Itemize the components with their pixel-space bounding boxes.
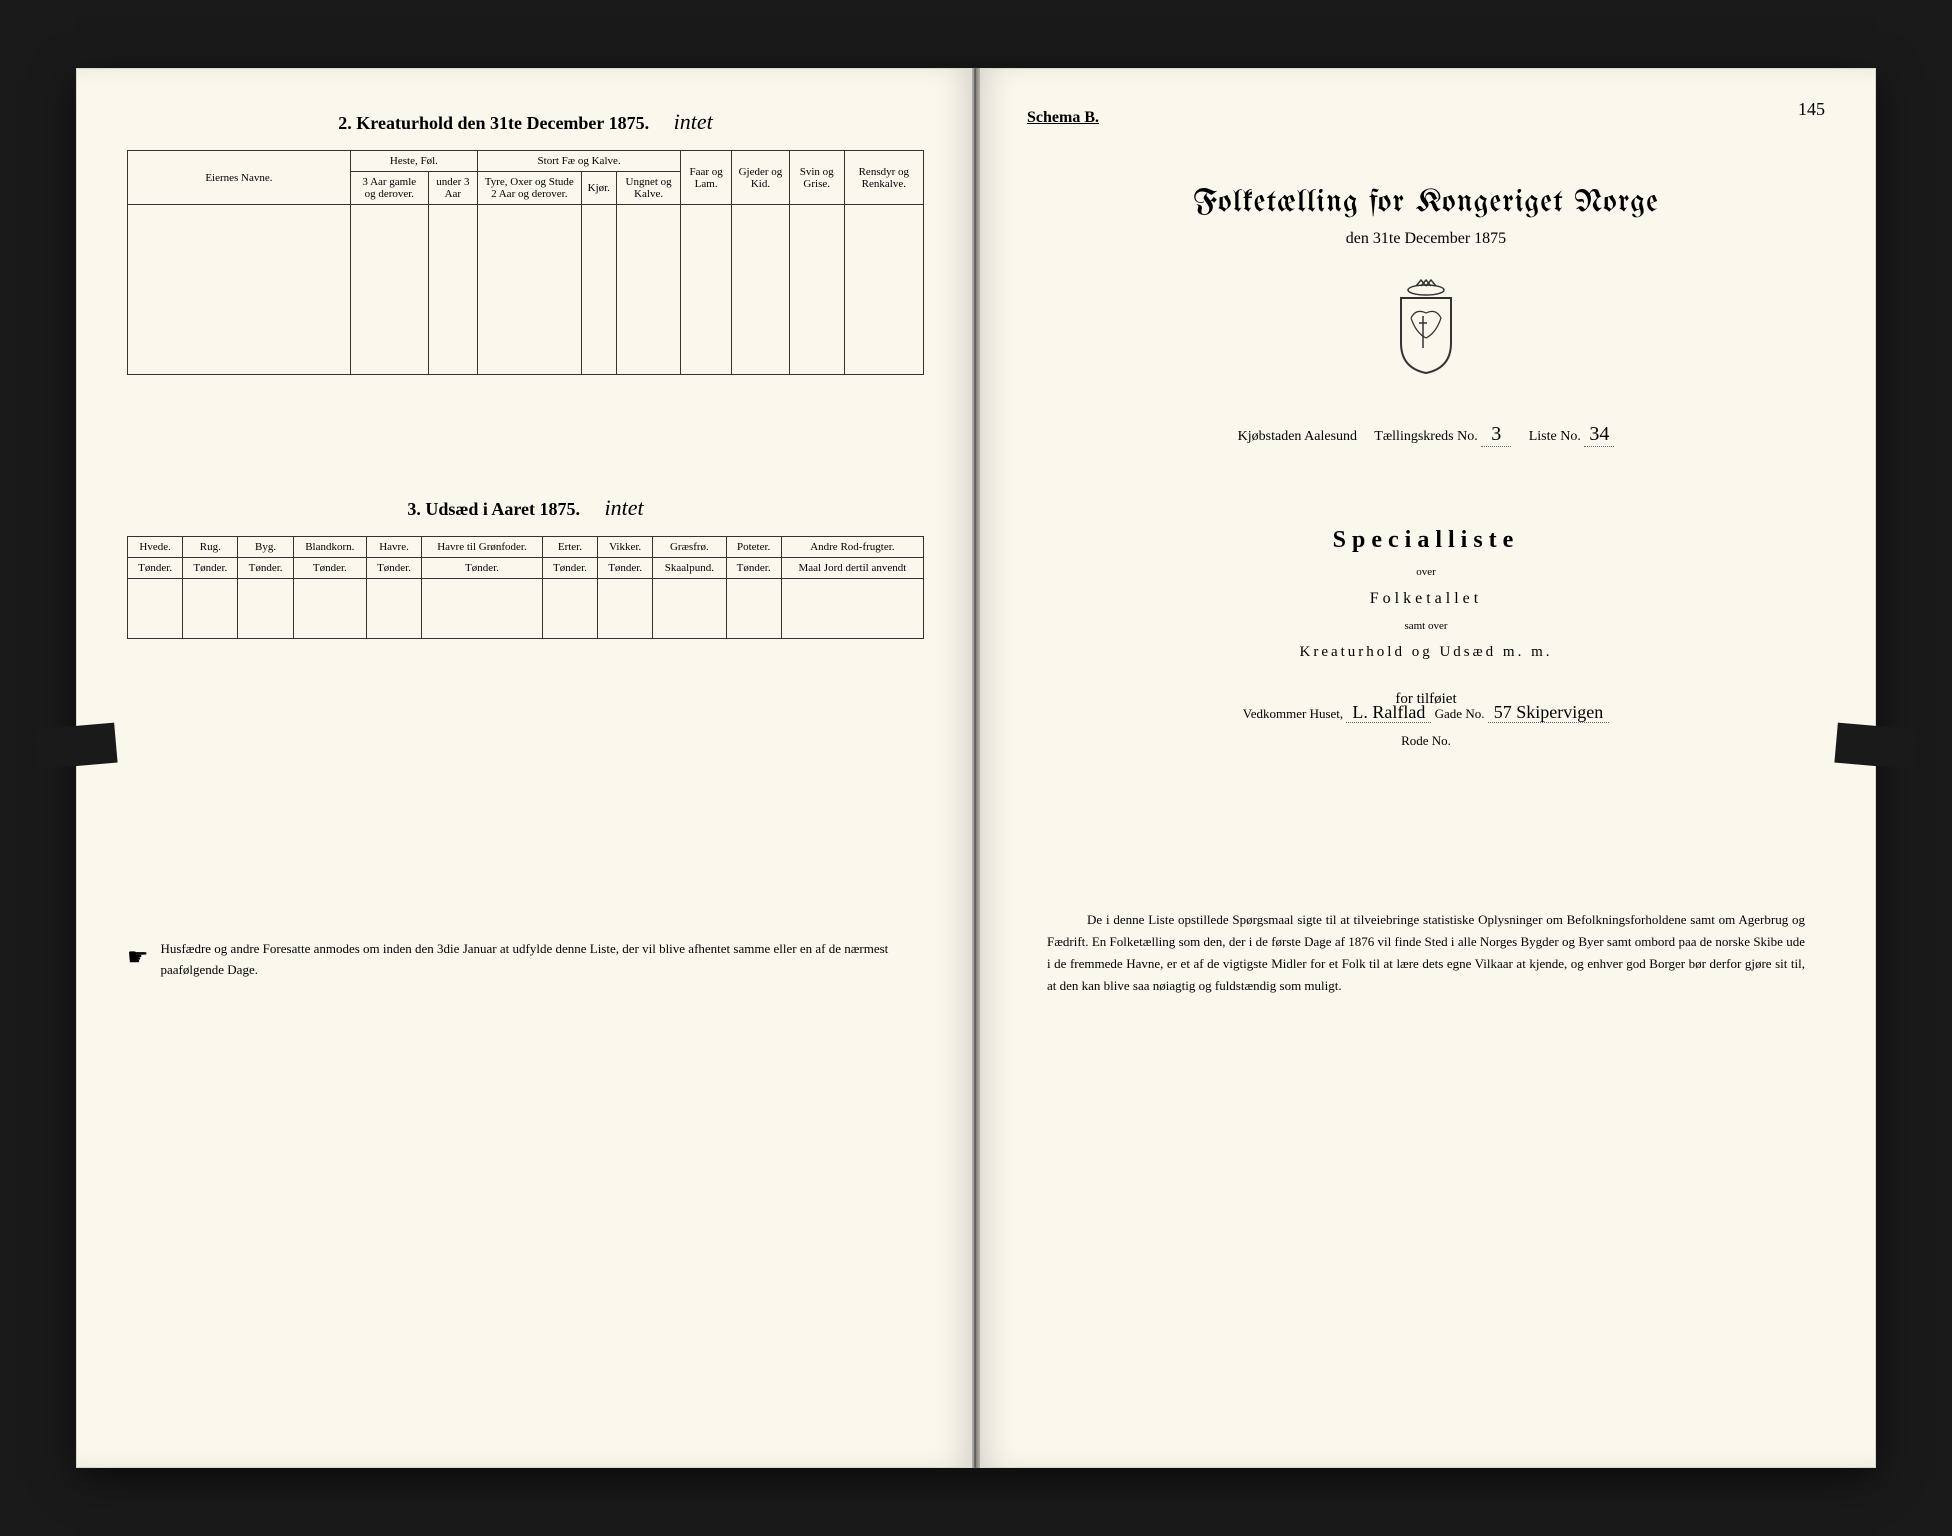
col-poteter: Poteter.: [726, 537, 781, 558]
district-line: Kjøbstaden Aalesund Tællingskreds No. 3 …: [1027, 423, 1825, 447]
unit-7: Tønder.: [542, 558, 597, 579]
liste-label: Liste No.: [1529, 429, 1581, 444]
subtitle: den 31te December 1875: [1027, 230, 1825, 248]
kreatur-label: Kreaturhold og Udsæd m. m.: [1027, 644, 1825, 661]
rode-label: Rode No.: [1401, 733, 1451, 748]
folketallet-label: Folketallet: [1027, 590, 1825, 608]
vedkommer-value: L. Ralflad: [1346, 702, 1431, 723]
gade-label: Gade No.: [1435, 706, 1485, 721]
unit-5: Tønder.: [366, 558, 421, 579]
book-spread: 2. Kreaturhold den 31te December 1875. i…: [76, 68, 1876, 1468]
col-blandkorn: Blandkorn.: [293, 537, 366, 558]
col-havre: Havre.: [366, 537, 421, 558]
col-svin: Svin og Grise.: [789, 151, 844, 205]
section3-text: Udsæd i Aaret 1875.: [425, 499, 580, 519]
specialliste-heading: Specialliste: [1027, 527, 1825, 554]
rode-line: Rode No.: [1027, 733, 1825, 749]
left-page: 2. Kreaturhold den 31te December 1875. i…: [76, 68, 976, 1468]
unit-2: Tønder.: [183, 558, 238, 579]
col-graesfro: Græsfrø.: [653, 537, 726, 558]
notice-block: ☛ Husfædre og andre Foresatte anmodes om…: [127, 939, 924, 981]
section3-script: intet: [605, 495, 644, 520]
col-rug: Rug.: [183, 537, 238, 558]
vedkommer-label: Vedkommer Huset,: [1243, 706, 1343, 721]
unit-9: Skaalpund.: [653, 558, 726, 579]
col-stort: Stort Fæ og Kalve.: [477, 151, 680, 172]
unit-4: Tønder.: [293, 558, 366, 579]
col-stort-2: Kjør.: [581, 172, 616, 205]
book-spine: [972, 68, 980, 1468]
samt-label: samt over: [1027, 620, 1825, 632]
col-stort-3: Ungnet og Kalve.: [616, 172, 680, 205]
kjobstaden-label: Kjøbstaden Aalesund: [1238, 429, 1357, 444]
schema-label: Schema B.: [1027, 109, 1825, 127]
unit-1: Tønder.: [128, 558, 183, 579]
col-vikker: Vikker.: [598, 537, 653, 558]
clip-left: [34, 723, 117, 770]
liste-value: 34: [1584, 423, 1614, 447]
section2-title: 2. Kreaturhold den 31te December 1875. i…: [127, 109, 924, 135]
col-faar: Faar og Lam.: [681, 151, 732, 205]
section2-text: Kreaturhold den 31te December 1875.: [356, 113, 649, 133]
col-rensdyr: Rensdyr og Renkalve.: [844, 151, 923, 205]
col-stort-1: Tyre, Oxer og Stude 2 Aar og derover.: [477, 172, 581, 205]
clip-right: [1834, 723, 1917, 770]
col-heste-2: under 3 Aar: [428, 172, 477, 205]
notice-text: Husfædre og andre Foresatte anmodes om i…: [161, 939, 924, 981]
seed-table: Hvede. Rug. Byg. Blandkorn. Havre. Havre…: [127, 536, 924, 639]
col-hvede: Hvede.: [128, 537, 183, 558]
col-havre-gron: Havre til Grønfoder.: [422, 537, 543, 558]
coat-of-arms-icon: [1027, 278, 1825, 383]
col-byg: Byg.: [238, 537, 293, 558]
section3-number: 3.: [407, 499, 421, 519]
col-andre: Andre Rod-frugter.: [781, 537, 923, 558]
folio-number: 145: [1798, 99, 1825, 120]
table-row: [128, 205, 924, 375]
unit-3: Tønder.: [238, 558, 293, 579]
vedkommer-line: Vedkommer Huset, L. Ralflad Gade No. 57 …: [1027, 702, 1825, 723]
livestock-table: Eiernes Navne. Heste, Føl. Stort Fæ og K…: [127, 150, 924, 375]
col-heste-1: 3 Aar gamle og derover.: [350, 172, 428, 205]
pointing-hand-icon: ☛: [127, 939, 149, 977]
main-title: Folketælling for Kongeriget Norge: [1027, 187, 1825, 220]
col-erter: Erter.: [542, 537, 597, 558]
bottom-paragraph: De i denne Liste opstillede Spørgsmaal s…: [1027, 909, 1825, 997]
col-gjeder: Gjeder og Kid.: [732, 151, 790, 205]
unit-8: Tønder.: [598, 558, 653, 579]
section2-number: 2.: [338, 113, 352, 133]
unit-6: Tønder.: [422, 558, 543, 579]
tallings-label: Tællingskreds No.: [1374, 429, 1477, 444]
section3-title: 3. Udsæd i Aaret 1875. intet: [127, 495, 924, 521]
gade-value: 57 Skipervigen: [1488, 702, 1610, 723]
right-page: 145 Schema B. Folketælling for Kongerige…: [976, 68, 1876, 1468]
section2-script: intet: [674, 109, 713, 134]
col-heste: Heste, Føl.: [350, 151, 477, 172]
unit-10: Tønder.: [726, 558, 781, 579]
over-label: over: [1027, 566, 1825, 578]
tallings-value: 3: [1481, 423, 1511, 447]
col-eier: Eiernes Navne.: [128, 151, 351, 205]
table-row: [128, 579, 924, 639]
unit-11: Maal Jord dertil anvendt: [781, 558, 923, 579]
